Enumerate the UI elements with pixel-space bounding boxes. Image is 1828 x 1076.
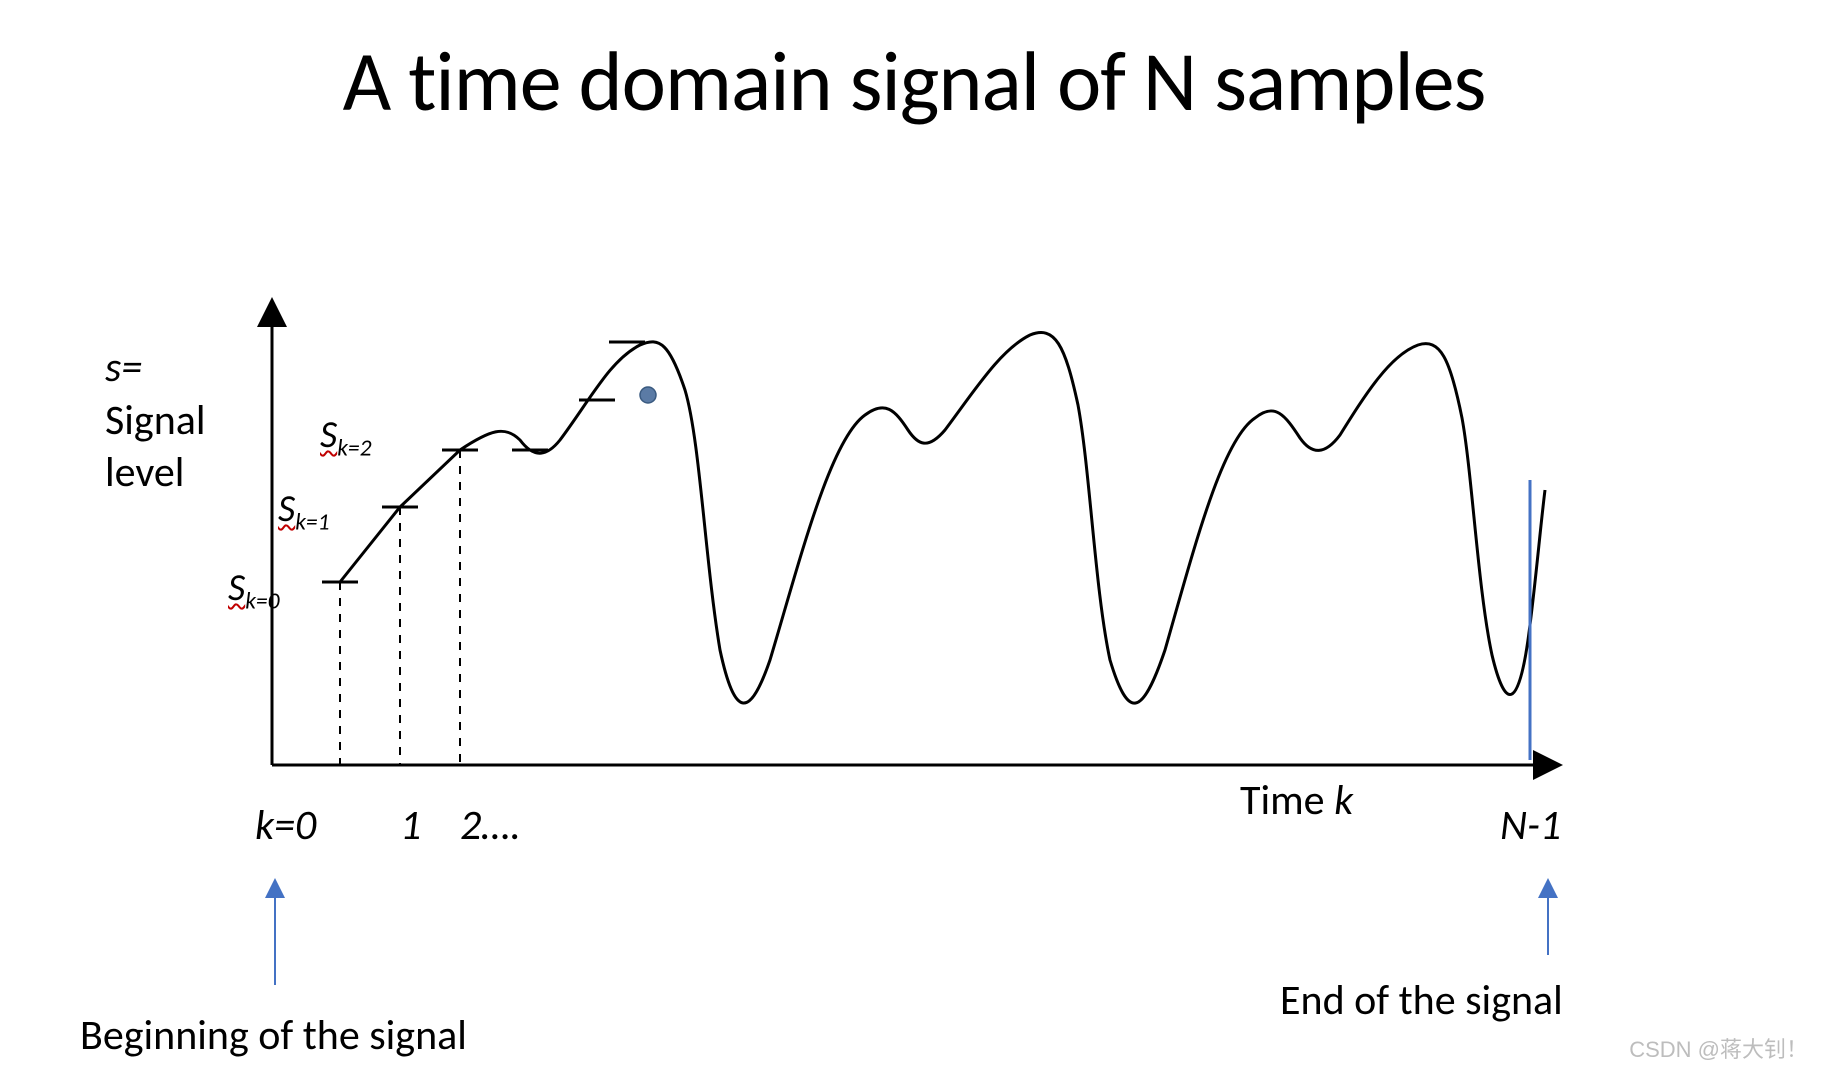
signal-curve bbox=[340, 333, 1545, 704]
axes bbox=[272, 300, 1560, 765]
diagram-svg bbox=[0, 0, 1828, 1076]
sample-droplines bbox=[340, 450, 460, 765]
point-marker-icon bbox=[640, 387, 656, 403]
